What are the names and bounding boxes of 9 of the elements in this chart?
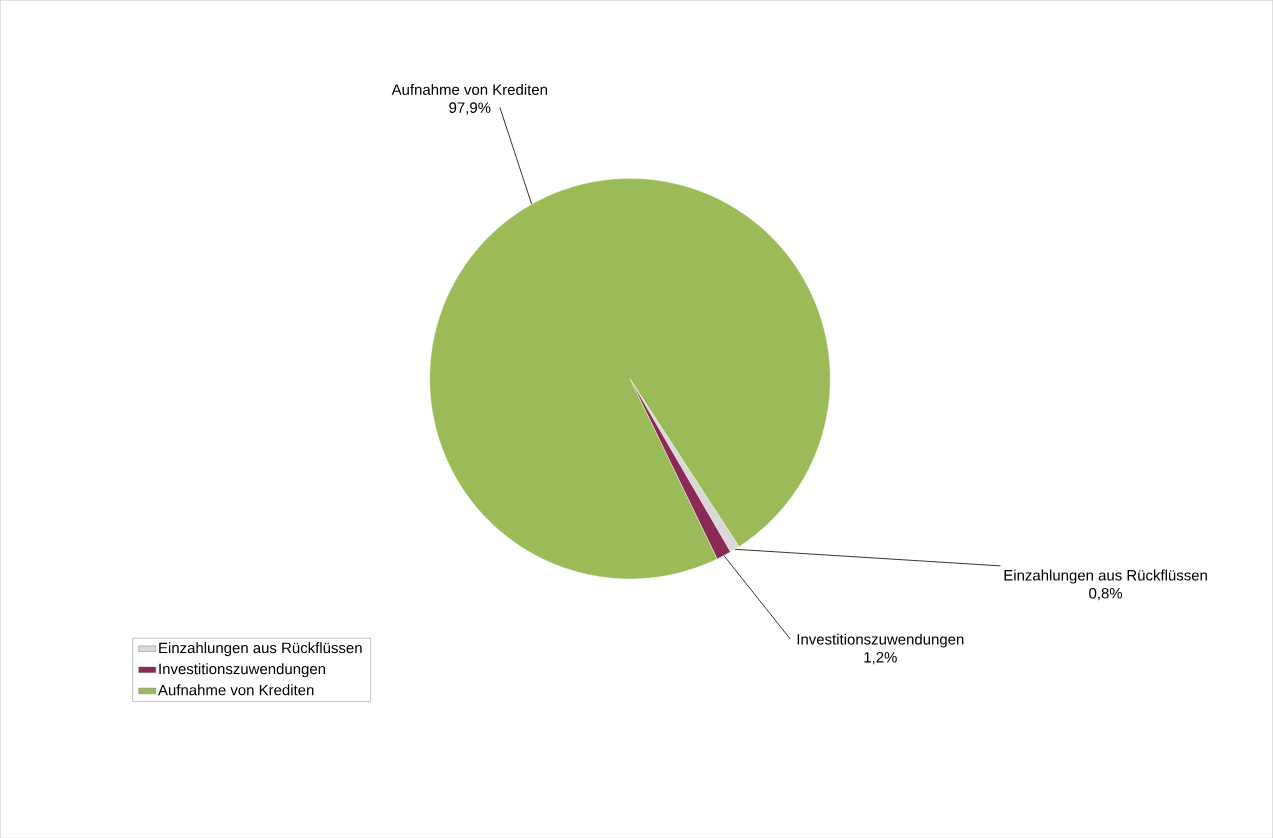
- data-label: 0,8%: [1089, 587, 1123, 601]
- legend-label: Aufnahme von Krediten: [158, 684, 314, 696]
- slice-label: Investitionszuwendungen: [797, 633, 964, 648]
- legend-label: Investitionszuwendungen: [159, 663, 326, 677]
- slice-label: Aufnahme von Krediten: [391, 83, 547, 95]
- data-label: 97,9%: [449, 102, 491, 115]
- slice-label: Einzahlungen aus Rückflüssen: [1004, 569, 1207, 584]
- legend-label: Einzahlungen aus Rückflüssen: [159, 641, 362, 656]
- data-label: 1,2%: [864, 651, 897, 665]
